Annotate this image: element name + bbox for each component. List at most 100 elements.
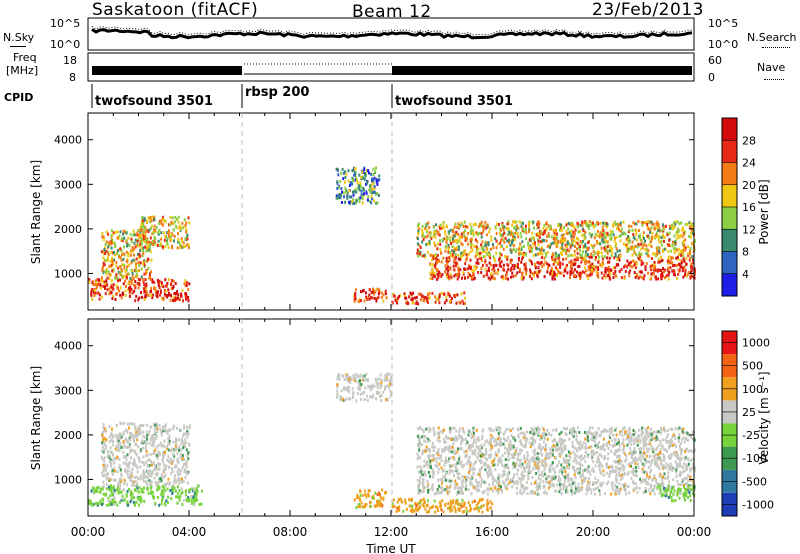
data-cell (507, 229, 510, 232)
data-cell (429, 459, 432, 463)
data-cell (575, 241, 578, 244)
data-cell (486, 465, 489, 469)
data-cell (512, 220, 515, 224)
data-cell (518, 250, 521, 253)
data-cell (148, 441, 151, 445)
data-cell (376, 201, 379, 205)
data-cell (681, 241, 684, 244)
data-cell (354, 188, 357, 192)
data-cell (543, 239, 546, 242)
data-cell (523, 490, 526, 494)
data-cell (367, 385, 370, 389)
data-cell (690, 270, 692, 274)
data-cell (103, 443, 106, 446)
data-cell (162, 491, 165, 495)
data-cell (693, 273, 696, 276)
data-cell (469, 229, 472, 233)
data-cell (543, 256, 546, 260)
data-cell (132, 258, 135, 262)
data-cell (616, 249, 619, 253)
data-cell (142, 479, 145, 483)
data-cell (105, 477, 108, 481)
data-cell (460, 242, 463, 245)
data-cell (524, 227, 527, 231)
data-cell (605, 444, 608, 448)
data-cell (505, 273, 508, 277)
data-cell (348, 189, 351, 193)
data-cell (598, 235, 601, 239)
data-cell (474, 461, 477, 465)
data-cell (169, 457, 172, 461)
data-cell (521, 492, 524, 496)
data-cell (470, 232, 472, 236)
data-cell (126, 430, 129, 434)
data-cell (128, 487, 131, 491)
data-cell (150, 425, 153, 429)
data-cell (600, 445, 602, 449)
data-cell (644, 239, 646, 243)
data-cell (375, 297, 378, 301)
data-cell (138, 460, 141, 464)
data-cell (378, 377, 381, 381)
data-cell (153, 286, 156, 290)
data-cell (366, 181, 369, 185)
data-cell (385, 398, 387, 402)
data-cell (472, 272, 475, 276)
data-cell (454, 501, 457, 505)
data-cell (532, 242, 535, 246)
y-tick-label: 4000 (54, 134, 82, 147)
data-cell (106, 259, 109, 263)
data-cell (102, 484, 105, 488)
data-cell (521, 257, 523, 261)
data-cell (127, 263, 130, 267)
data-cell (134, 238, 137, 242)
data-cell (692, 258, 695, 262)
data-cell (173, 220, 176, 224)
data-cell (540, 246, 543, 250)
data-cell (466, 275, 469, 279)
data-cell (641, 462, 644, 465)
data-cell (182, 245, 185, 249)
data-cell (512, 232, 515, 236)
data-cell (128, 286, 131, 290)
data-cell (514, 231, 516, 235)
data-cell (567, 222, 570, 225)
data-cell (458, 509, 461, 512)
data-cell (151, 232, 154, 236)
data-cell (557, 239, 560, 243)
data-cell (123, 497, 126, 501)
data-cell (122, 445, 125, 449)
data-cell (453, 487, 456, 490)
data-cell (156, 467, 159, 471)
data-cell (416, 508, 419, 512)
data-cell (452, 437, 455, 441)
beam-title: Beam 12 (352, 2, 432, 22)
data-cell (119, 273, 122, 277)
data-cell (119, 441, 122, 445)
data-cell (170, 294, 173, 298)
data-cell (518, 246, 521, 250)
data-cell (150, 460, 152, 464)
data-cell (420, 294, 423, 298)
data-cell (642, 463, 645, 467)
data-cell (144, 230, 147, 234)
data-cell (422, 489, 425, 493)
data-cell (103, 251, 105, 255)
data-cell (96, 278, 99, 282)
data-cell (626, 235, 629, 238)
data-cell (465, 442, 468, 446)
data-cell (648, 243, 651, 247)
data-cell (475, 248, 478, 252)
data-cell (144, 295, 147, 299)
data-cell (678, 262, 681, 266)
data-cell (112, 440, 115, 443)
data-cell (657, 223, 659, 227)
data-cell (166, 458, 169, 462)
data-cell (476, 240, 479, 244)
data-cell (488, 253, 491, 256)
data-cell (386, 372, 389, 376)
data-cell (95, 281, 98, 285)
data-cell (378, 493, 381, 497)
data-cell (393, 294, 396, 298)
data-cell (622, 242, 625, 246)
